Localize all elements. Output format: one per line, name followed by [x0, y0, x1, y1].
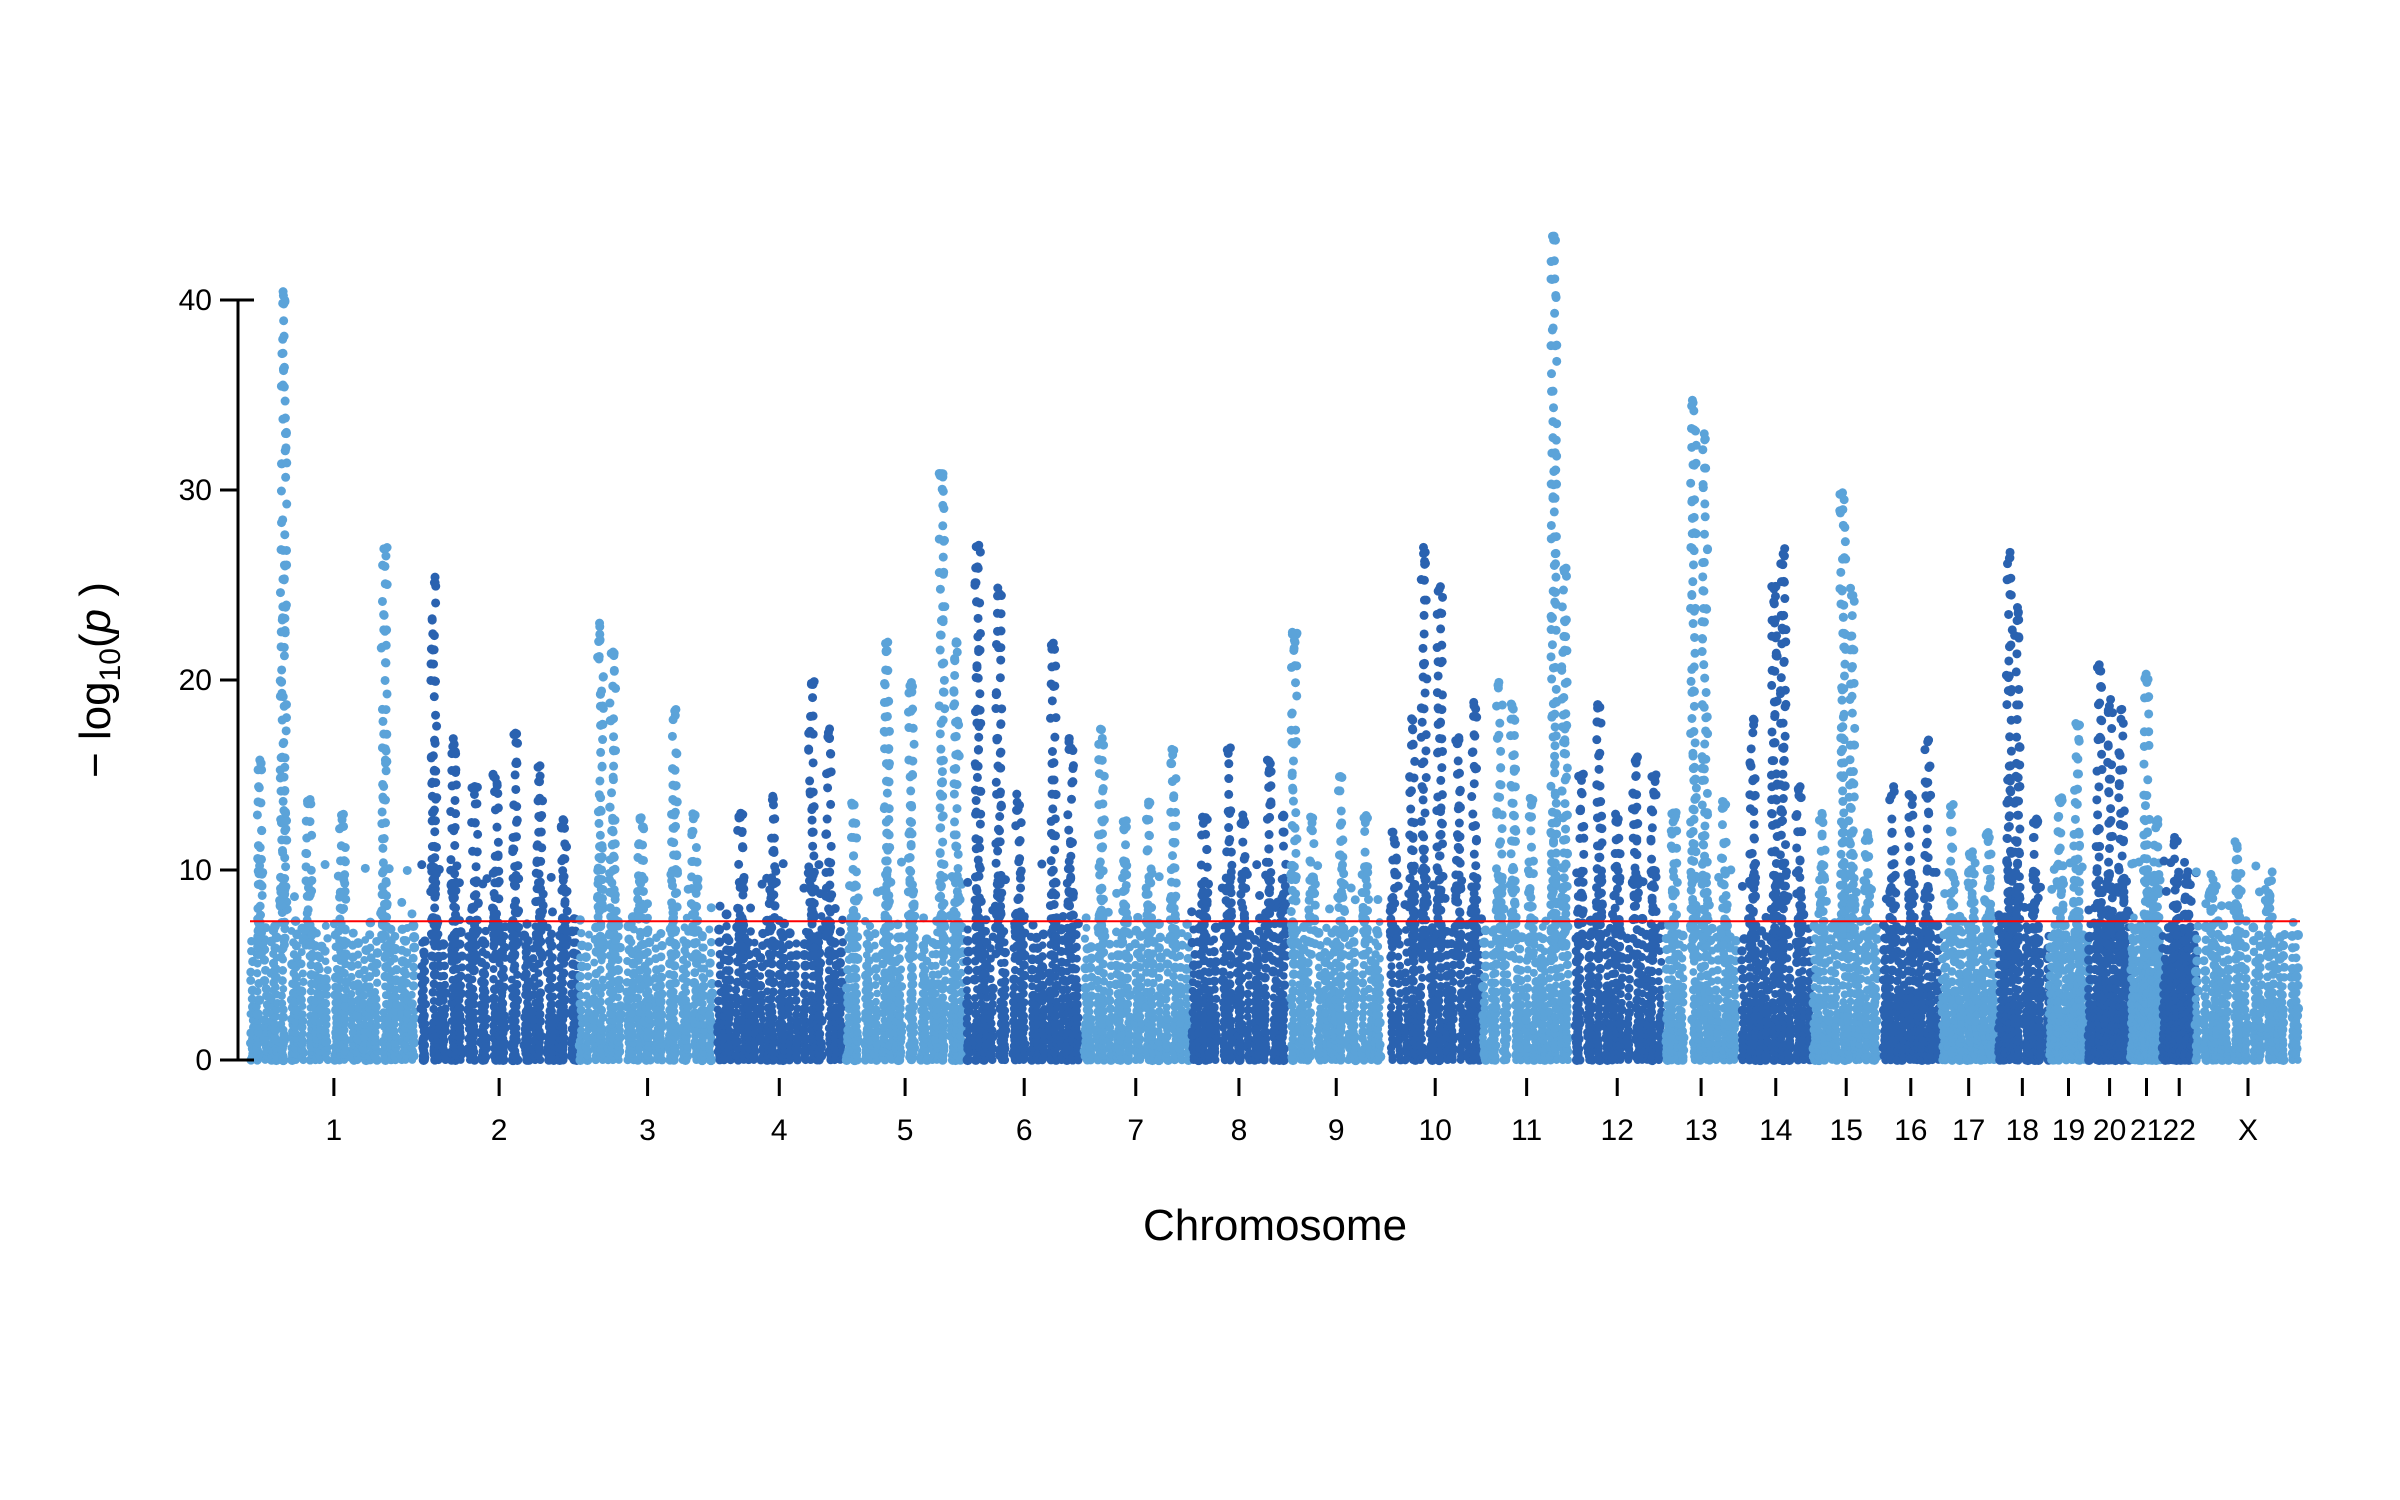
x-tick-label: 18 [2006, 1114, 2039, 1147]
x-tick-label: 10 [1419, 1114, 1452, 1147]
y-tick-label: 10 [179, 854, 212, 887]
x-tick-label: 2 [491, 1114, 508, 1147]
x-tick-label: 14 [1759, 1114, 1792, 1147]
x-tick-label: 12 [1601, 1114, 1634, 1147]
y-tick-label: 20 [179, 664, 212, 697]
x-tick-label: 5 [897, 1114, 914, 1147]
points-layer [246, 232, 2303, 1066]
x-tick-label: 11 [1511, 1114, 1542, 1147]
x-tick-label: 19 [2052, 1114, 2085, 1147]
x-tick-label: 7 [1127, 1114, 1144, 1147]
x-tick-label: 9 [1328, 1114, 1345, 1147]
x-axis-title: Chromosome [1143, 1201, 1407, 1250]
x-tick-label: 21 [2130, 1114, 2163, 1147]
x-tick-label: 15 [1830, 1114, 1863, 1147]
manhattan-plot-svg: 0102030401234567891011121314151617181920… [0, 0, 2400, 1500]
y-tick-label: 40 [179, 284, 212, 317]
x-tick-label: 16 [1894, 1114, 1927, 1147]
x-tick-label: 17 [1952, 1114, 1985, 1147]
manhattan-plot-container: 0102030401234567891011121314151617181920… [0, 0, 2400, 1500]
x-tick-label: 13 [1684, 1114, 1717, 1147]
x-tick-label: 6 [1016, 1114, 1033, 1147]
y-tick-label: 0 [195, 1044, 212, 1077]
x-tick-label: 8 [1231, 1114, 1248, 1147]
x-tick-label: 20 [2093, 1114, 2126, 1147]
x-tick-label: 4 [771, 1114, 788, 1147]
y-tick-label: 30 [179, 474, 212, 507]
x-tick-label: X [2238, 1114, 2258, 1147]
x-tick-label: 3 [639, 1114, 656, 1147]
x-tick-label: 1 [326, 1114, 343, 1147]
x-tick-label: 22 [2163, 1114, 2196, 1147]
y-axis-title: − log10(p ) [71, 582, 127, 778]
